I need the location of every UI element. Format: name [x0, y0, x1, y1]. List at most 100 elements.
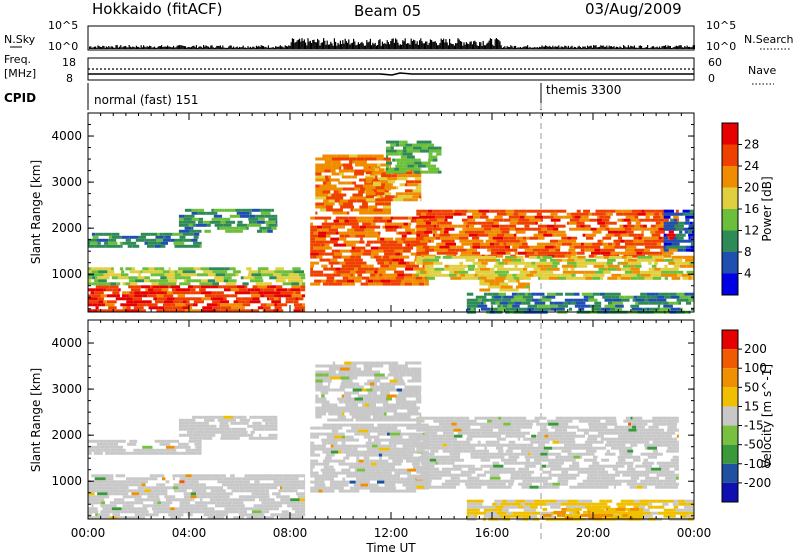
data-cell — [226, 285, 237, 289]
data-cell — [523, 470, 535, 474]
data-cell — [243, 415, 247, 419]
data-cell — [470, 301, 481, 305]
data-cell — [409, 361, 415, 365]
data-cell — [339, 418, 350, 422]
data-cell — [512, 416, 517, 420]
data-cell — [534, 245, 545, 249]
data-cell — [310, 270, 319, 274]
data-cell — [184, 226, 192, 230]
data-cell — [357, 394, 369, 398]
data-cell — [626, 212, 638, 216]
data-cell — [688, 276, 692, 280]
data-cell — [259, 226, 267, 230]
data-cell — [440, 470, 451, 474]
nsky-sample — [600, 45, 602, 49]
data-cell — [675, 233, 686, 237]
data-cell — [122, 241, 125, 245]
data-cell — [354, 397, 364, 401]
data-cell — [443, 248, 448, 252]
data-cell — [640, 270, 646, 274]
data-cell — [434, 245, 440, 249]
data-cell — [300, 507, 304, 511]
data-cell — [534, 215, 544, 219]
data-cell — [374, 376, 383, 380]
data-cell — [488, 236, 493, 240]
data-cell — [282, 486, 290, 490]
nsky-sample — [549, 46, 551, 49]
data-cell — [396, 418, 408, 422]
data-cell — [529, 236, 538, 240]
nsky-sample — [577, 46, 579, 49]
data-cell — [622, 446, 633, 450]
data-cell — [263, 504, 274, 508]
data-cell — [488, 416, 499, 420]
data-cell — [336, 270, 342, 274]
data-cell — [651, 233, 661, 237]
data-cell — [349, 157, 357, 161]
data-cell — [594, 270, 604, 274]
data-cell — [310, 465, 315, 469]
data-cell — [483, 301, 487, 305]
data-cell — [218, 486, 223, 490]
nsky-sample — [486, 43, 488, 49]
data-cell — [148, 267, 155, 271]
data-cell — [329, 447, 334, 451]
data-cell — [501, 298, 512, 302]
data-cell — [537, 304, 549, 308]
data-cell — [251, 208, 260, 212]
data-cell — [184, 501, 191, 505]
data-cell — [618, 482, 622, 486]
data-cell — [600, 437, 609, 441]
data-cell — [187, 483, 195, 487]
data-cell — [330, 423, 341, 427]
data-cell — [375, 186, 385, 190]
data-cell — [547, 227, 553, 231]
data-cell — [122, 504, 126, 508]
data-cell — [627, 251, 637, 255]
data-cell — [467, 476, 477, 480]
data-cell — [615, 461, 619, 465]
data-cell — [384, 252, 394, 256]
data-cell — [369, 234, 381, 238]
data-cell — [370, 409, 382, 413]
data-cell — [346, 373, 355, 377]
data-cell — [502, 304, 508, 308]
data-cell — [574, 276, 582, 280]
data-cell — [256, 309, 260, 313]
data-cell — [524, 264, 531, 268]
data-cell — [229, 226, 240, 230]
data-cell — [584, 270, 595, 274]
data-cell — [544, 270, 549, 274]
data-cell — [633, 295, 638, 299]
data-cell — [378, 453, 383, 457]
data-cell — [363, 459, 370, 463]
nsky-sample — [277, 46, 279, 49]
data-cell — [341, 441, 346, 445]
data-cell — [153, 288, 162, 292]
data-cell — [263, 282, 272, 286]
data-cell — [233, 300, 238, 304]
data-cell — [490, 298, 500, 302]
data-cell — [619, 245, 627, 249]
data-cell — [437, 149, 442, 153]
data-cell — [94, 445, 100, 449]
nsky-sample — [689, 46, 691, 49]
data-cell — [404, 183, 408, 187]
data-cell — [389, 432, 401, 436]
data-cell — [303, 495, 306, 499]
data-cell — [419, 221, 426, 225]
data-cell — [455, 248, 460, 252]
nsky-sample — [308, 41, 310, 49]
data-cell — [642, 461, 648, 465]
data-cell — [439, 422, 444, 426]
data-cell — [480, 301, 484, 305]
data-cell — [372, 429, 384, 433]
data-cell — [630, 273, 637, 277]
data-cell — [388, 385, 396, 389]
nave-right-top: 60 — [708, 56, 722, 69]
data-cell — [396, 231, 399, 235]
data-cell — [274, 424, 278, 428]
data-cell — [624, 258, 628, 262]
data-cell — [626, 245, 637, 249]
data-cell — [602, 482, 605, 486]
